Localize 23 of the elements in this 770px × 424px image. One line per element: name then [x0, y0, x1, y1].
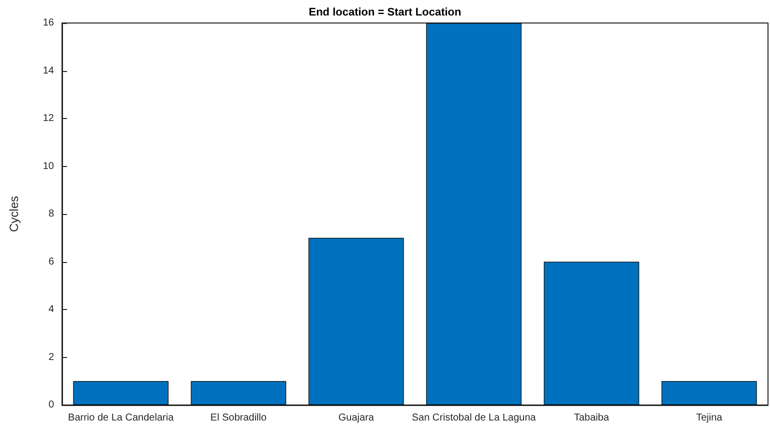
y-tick-label: 10 — [42, 160, 54, 172]
y-tick-label: 16 — [42, 18, 54, 28]
bar — [662, 381, 757, 405]
y-tick-label: 6 — [48, 256, 54, 268]
y-tick-label: 14 — [42, 65, 54, 76]
bar — [73, 381, 168, 405]
x-tick-label: El Sobradillo — [210, 412, 268, 424]
y-tick-label: 4 — [48, 304, 54, 315]
bar — [308, 238, 404, 405]
x-tick-label: Guajara — [338, 412, 374, 424]
y-tick-label: 2 — [48, 352, 54, 363]
y-tick-label: 12 — [42, 113, 54, 124]
x-tick-label: San Cristobal de La Laguna — [412, 412, 536, 424]
y-axis-title: Cycles — [7, 196, 21, 232]
bar — [426, 23, 522, 405]
bar — [190, 381, 286, 405]
x-tick-label: Tejina — [696, 412, 723, 424]
x-tick-label: Tabaiba — [574, 412, 610, 424]
bar — [544, 262, 640, 405]
chart-title: End location = Start Location — [308, 6, 462, 18]
y-tick-label: 8 — [48, 208, 54, 220]
y-tick-label: 0 — [48, 400, 54, 410]
x-tick-label: Barrio de La Candelaria — [68, 412, 174, 424]
